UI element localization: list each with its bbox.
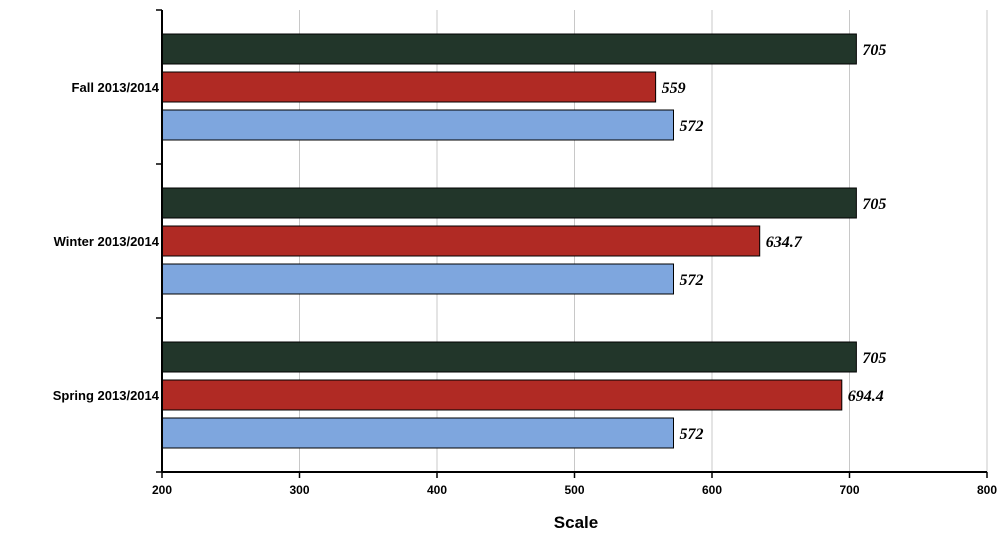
x-tick-label: 200 <box>152 483 172 497</box>
bar <box>161 71 657 103</box>
bars <box>161 33 857 449</box>
bar <box>161 109 674 141</box>
x-tick-label: 300 <box>289 483 309 497</box>
x-tick-label: 500 <box>564 483 584 497</box>
bar-value-label: 572 <box>680 426 704 443</box>
x-axis-title: Scale <box>554 513 598 532</box>
bar <box>161 187 857 219</box>
category-label: Spring 2013/2014 <box>53 388 160 403</box>
x-tick-label: 600 <box>702 483 722 497</box>
bar-value-label: 572 <box>680 118 704 135</box>
x-tick-label: 400 <box>427 483 447 497</box>
bar-value-label: 705 <box>862 350 886 367</box>
bar <box>161 341 857 373</box>
bar <box>161 263 674 295</box>
bar-value-label: 705 <box>862 196 886 213</box>
bar <box>161 225 761 257</box>
bar <box>161 417 674 449</box>
x-tick-label: 700 <box>839 483 859 497</box>
bar <box>161 33 857 65</box>
bar-value-label: 572 <box>680 272 704 289</box>
bar <box>161 379 843 411</box>
x-tick-label: 800 <box>977 483 997 497</box>
bar-value-label: 705 <box>862 42 886 59</box>
labels: 200 300 400 500 600 700 800 Fall 2013/2014 705 55… <box>53 9 997 497</box>
bar-value-label: 694.4 <box>848 388 884 405</box>
category-label: Winter 2013/2014 <box>54 234 160 249</box>
bar-value-label: 634.7 <box>766 234 803 251</box>
bar-value-label: 559 <box>662 80 686 97</box>
category-label: Fall 2013/2014 <box>72 80 160 95</box>
